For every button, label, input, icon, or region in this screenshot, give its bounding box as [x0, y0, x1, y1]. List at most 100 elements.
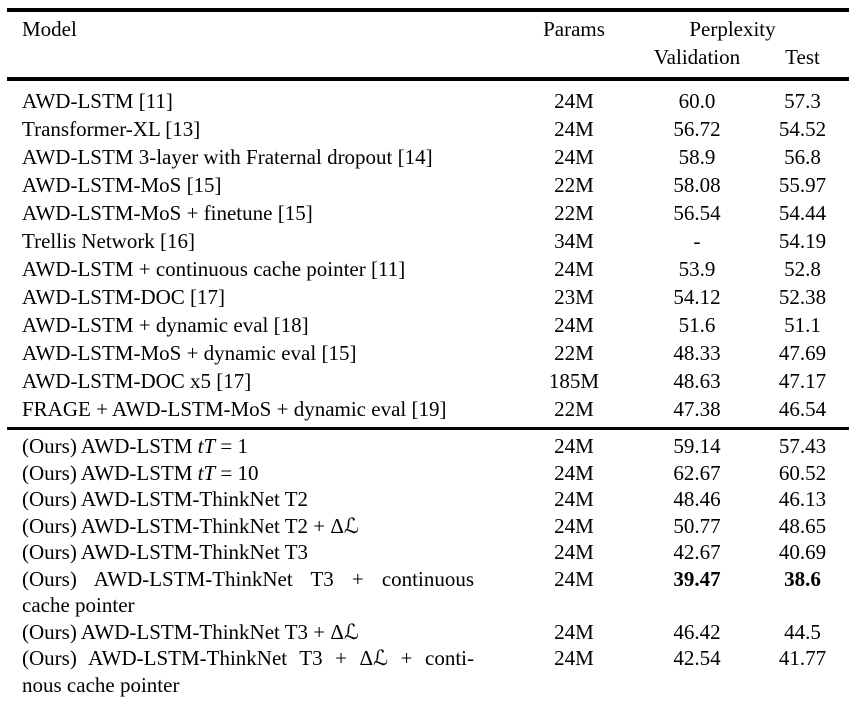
model-cell: AWD-LSTM 3-layer with Fraternal dropout …	[22, 145, 433, 169]
params-cell: 24M	[554, 145, 594, 169]
model-cell: AWD-LSTM-MoS + finetune [15]	[22, 201, 313, 225]
table-row: AWD-LSTM [11] 24M 60.0 57.3	[7, 87, 849, 115]
model-cell: (Ours) AWD-LSTM-ThinkNet T3 + Δℒ	[22, 619, 360, 644]
model-cell: AWD-LSTM + continuous cache pointer [11]	[22, 257, 406, 281]
validation-cell: 56.54	[673, 201, 721, 225]
results-table: Model Params Perplexity Validation Test …	[7, 8, 849, 698]
validation-cell: 42.54	[673, 646, 721, 670]
model-cell: Trellis Network [16]	[22, 229, 196, 253]
test-cell: 46.13	[778, 487, 827, 511]
test-cell: 48.65	[778, 513, 827, 538]
model-cell: Transformer-XL [13]	[22, 117, 201, 141]
test-cell: 55.97	[778, 173, 827, 197]
published-results-section: AWD-LSTM [11] 24M 60.0 57.3 Transformer-…	[7, 81, 849, 427]
params-cell: 24M	[554, 487, 594, 511]
test-cell: 52.8	[784, 257, 821, 281]
params-cell: 24M	[554, 619, 594, 644]
model-cell: AWD-LSTM-DOC [17]	[22, 285, 226, 309]
params-cell: 24M	[554, 540, 594, 564]
test-cell: 38.6	[784, 566, 821, 591]
validation-cell: 46.42	[673, 619, 721, 644]
model-cell: (Ours) AWD-LSTM tT = 10	[22, 460, 259, 485]
params-cell: 24M	[554, 257, 594, 281]
test-cell: 54.19	[778, 229, 827, 253]
table-row: Trellis Network [16] 34M - 54.19	[7, 227, 849, 255]
test-cell: 47.17	[778, 369, 827, 393]
model-cell: (Ours) AWD-LSTM-ThinkNet T3 + continuous…	[22, 566, 474, 618]
validation-cell: 53.9	[678, 257, 716, 281]
validation-cell: 56.72	[673, 117, 721, 141]
ours-results-section: (Ours) AWD-LSTM tT = 1 24M 59.14 57.43 (…	[7, 430, 849, 698]
validation-cell: 51.6	[678, 313, 716, 337]
table-row: (Ours) AWD-LSTM-ThinkNet T2 24M 48.46 46…	[7, 486, 849, 513]
table-row: FRAGE + AWD-LSTM-MoS + dynamic eval [19]…	[7, 395, 849, 423]
column-header-model: Model	[22, 17, 77, 41]
column-header-params: Params	[543, 17, 605, 41]
params-cell: 24M	[554, 646, 594, 670]
model-cell: (Ours) AWD-LSTM-ThinkNet T3 + Δℒ + conti…	[22, 646, 474, 697]
model-cell: AWD-LSTM + dynamic eval [18]	[22, 313, 309, 337]
header-row-primary: Model Params Perplexity	[7, 15, 849, 43]
validation-cell: 50.77	[673, 513, 721, 538]
table-row: (Ours) AWD-LSTM-ThinkNet T3 24M 42.67 40…	[7, 539, 849, 566]
table-row: AWD-LSTM-MoS + dynamic eval [15] 22M 48.…	[7, 339, 849, 367]
validation-cell: -	[693, 229, 701, 253]
test-cell: 52.38	[778, 285, 827, 309]
table-row: (Ours) AWD-LSTM-ThinkNet T3 + Δℒ 24M 46.…	[7, 619, 849, 646]
model-cell: AWD-LSTM-MoS + dynamic eval [15]	[22, 341, 357, 365]
params-cell: 24M	[554, 513, 594, 538]
table-row: AWD-LSTM + dynamic eval [18] 24M 51.6 51…	[7, 311, 849, 339]
test-cell: 51.1	[784, 313, 821, 337]
params-cell: 22M	[554, 341, 594, 365]
model-cell: (Ours) AWD-LSTM-ThinkNet T2	[22, 487, 309, 511]
test-cell: 54.52	[778, 117, 827, 141]
params-cell: 24M	[554, 566, 594, 591]
table-row: AWD-LSTM-MoS + finetune [15] 22M 56.54 5…	[7, 199, 849, 227]
validation-cell: 60.0	[678, 89, 716, 113]
table-row: AWD-LSTM-MoS [15] 22M 58.08 55.97	[7, 171, 849, 199]
test-cell: 57.43	[778, 434, 827, 458]
validation-cell: 48.63	[673, 369, 721, 393]
model-cell: FRAGE + AWD-LSTM-MoS + dynamic eval [19]	[22, 397, 447, 421]
table-row: (Ours) AWD-LSTM-ThinkNet T2 + Δℒ 24M 50.…	[7, 513, 849, 540]
params-cell: 24M	[554, 89, 594, 113]
column-header-test: Test	[785, 45, 820, 69]
params-cell: 23M	[554, 285, 594, 309]
model-cell: (Ours) AWD-LSTM-ThinkNet T3	[22, 540, 309, 564]
table-row: (Ours) AWD-LSTM-ThinkNet T3 + continuous…	[7, 566, 849, 619]
params-cell: 24M	[554, 117, 594, 141]
table-row: (Ours) AWD-LSTM tT = 10 24M 62.67 60.52	[7, 460, 849, 487]
validation-cell: 62.67	[673, 460, 721, 485]
validation-cell: 48.33	[673, 341, 721, 365]
test-cell: 41.77	[778, 646, 827, 670]
params-cell: 24M	[554, 434, 594, 458]
table-row: AWD-LSTM + continuous cache pointer [11]…	[7, 255, 849, 283]
validation-cell: 54.12	[673, 285, 721, 309]
test-cell: 60.52	[778, 460, 827, 485]
validation-cell: 58.08	[673, 173, 721, 197]
validation-cell: 48.46	[673, 487, 721, 511]
validation-cell: 39.47	[673, 566, 721, 591]
model-cell: AWD-LSTM-DOC x5 [17]	[22, 369, 252, 393]
test-cell: 46.54	[778, 397, 827, 421]
params-cell: 22M	[554, 397, 594, 421]
section-divider-rule	[7, 427, 849, 430]
validation-cell: 42.67	[673, 540, 721, 564]
params-cell: 24M	[554, 460, 594, 485]
test-cell: 44.5	[784, 619, 821, 644]
test-cell: 47.69	[778, 341, 827, 365]
params-cell: 22M	[554, 201, 594, 225]
table-row: AWD-LSTM-DOC x5 [17] 185M 48.63 47.17	[7, 367, 849, 395]
header-row-secondary: Validation Test	[7, 43, 849, 71]
validation-cell: 59.14	[673, 434, 721, 458]
table-row: AWD-LSTM-DOC [17] 23M 54.12 52.38	[7, 283, 849, 311]
validation-cell: 47.38	[673, 397, 721, 421]
table-header: Model Params Perplexity Validation Test	[7, 12, 849, 77]
params-cell: 24M	[554, 313, 594, 337]
column-header-validation: Validation	[653, 45, 741, 69]
model-cell: AWD-LSTM-MoS [15]	[22, 173, 222, 197]
table-row: AWD-LSTM 3-layer with Fraternal dropout …	[7, 143, 849, 171]
test-cell: 54.44	[778, 201, 827, 225]
validation-cell: 58.9	[678, 145, 716, 169]
test-cell: 57.3	[784, 89, 821, 113]
